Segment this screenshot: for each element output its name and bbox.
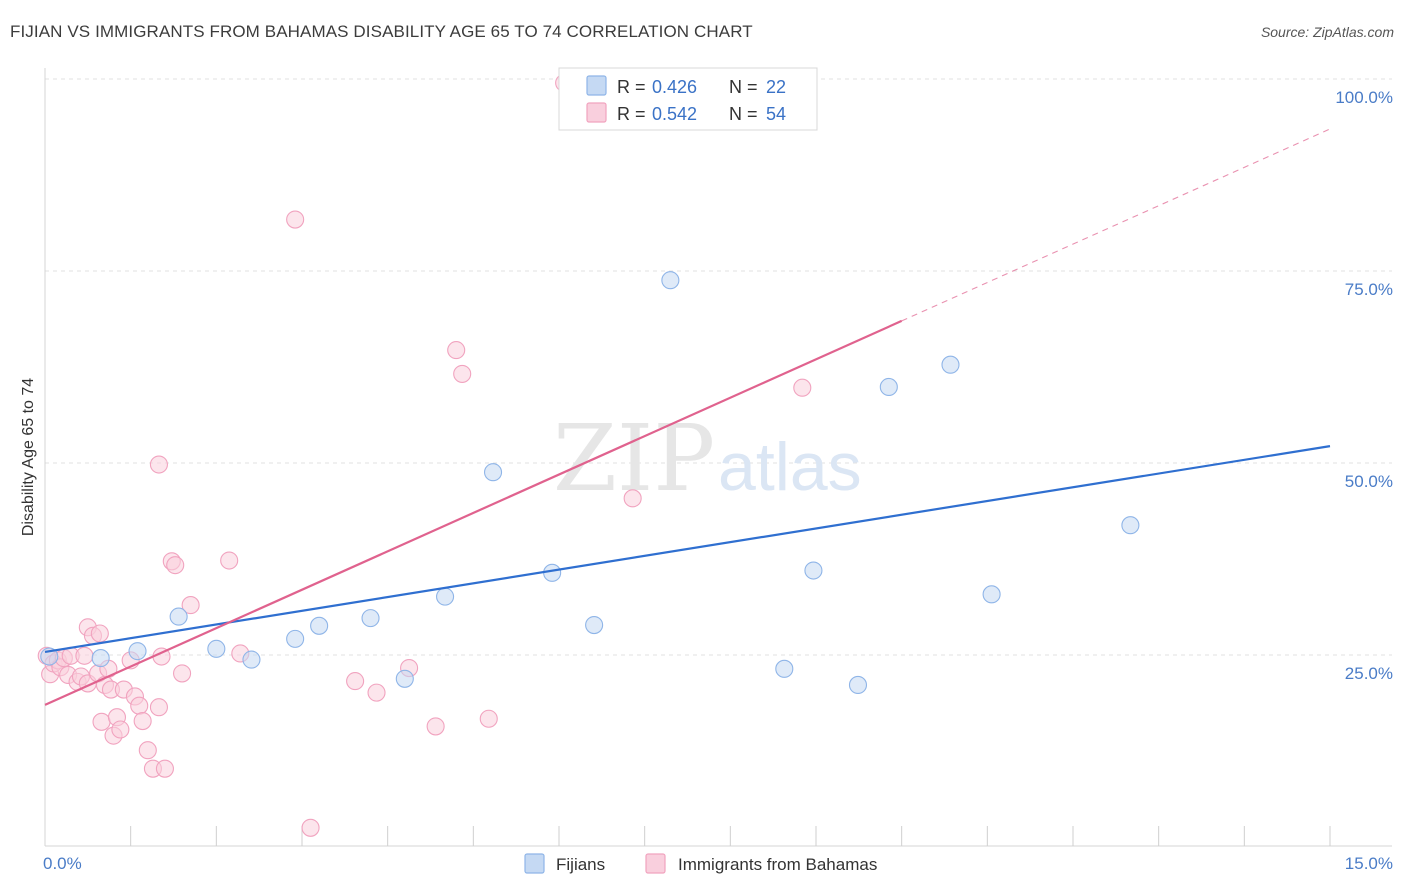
- point-bahamas: [367, 683, 386, 702]
- point-bahamas: [220, 551, 239, 570]
- point-fijians: [661, 271, 680, 290]
- legend-swatch-fijians: [586, 75, 607, 96]
- point-bahamas: [166, 556, 185, 575]
- point-fijians: [941, 355, 960, 374]
- point-bahamas: [346, 672, 365, 691]
- point-bahamas: [133, 711, 152, 731]
- point-bahamas: [92, 712, 111, 731]
- point-bahamas: [111, 720, 130, 739]
- watermark-atlas: atlas: [718, 429, 862, 505]
- point-bahamas: [181, 596, 200, 615]
- x-tick-labels: 0.0% 15.0%: [43, 854, 1393, 873]
- stats-legend: R = 0.426 N = 22 R = 0.542 N = 54: [558, 67, 818, 131]
- watermark: ZIP atlas: [553, 405, 862, 512]
- point-bahamas: [447, 341, 466, 360]
- point-bahamas: [130, 696, 149, 715]
- series-legend: Fijians Immigrants from Bahamas: [524, 853, 877, 874]
- legend-r-value-fijians: 0.426: [652, 77, 697, 97]
- point-fijians: [242, 650, 261, 669]
- point-bahamas: [453, 364, 472, 383]
- point-fijians: [585, 615, 604, 635]
- axes: [44, 68, 1392, 847]
- point-fijians: [169, 607, 188, 626]
- data-points: [37, 73, 1140, 837]
- point-fijians: [804, 561, 823, 580]
- point-bahamas: [426, 717, 445, 736]
- trend-line-bahamas: [44, 319, 903, 706]
- x-tick-label-max: 15.0%: [1345, 854, 1393, 873]
- grid-lines: [45, 78, 1392, 656]
- point-fijians: [543, 563, 562, 582]
- point-bahamas: [301, 818, 320, 837]
- point-bahamas: [90, 624, 109, 643]
- point-fijians: [310, 616, 329, 635]
- x-tick-label-min: 0.0%: [43, 854, 82, 873]
- trend-line-bahamas-extension: [901, 128, 1331, 322]
- series-legend-label-bahamas: Immigrants from Bahamas: [678, 855, 877, 874]
- point-fijians: [40, 647, 59, 666]
- point-fijians: [879, 377, 898, 397]
- point-bahamas: [75, 646, 94, 665]
- point-fijians: [848, 675, 868, 695]
- x-ticks: [130, 826, 1331, 846]
- legend-r-value-bahamas: 0.542: [652, 104, 697, 124]
- point-bahamas: [155, 759, 174, 778]
- legend-swatch-bahamas: [586, 102, 607, 123]
- y-tick-label: 100.0%: [1335, 88, 1393, 107]
- y-tick-label: 25.0%: [1345, 664, 1393, 683]
- point-fijians: [361, 609, 380, 628]
- point-fijians: [128, 642, 147, 661]
- point-bahamas: [623, 489, 642, 508]
- series-legend-label-fijians: Fijians: [556, 855, 605, 874]
- point-bahamas: [138, 741, 157, 760]
- point-bahamas: [479, 709, 498, 728]
- series-legend-swatch-bahamas: [645, 853, 666, 874]
- point-bahamas: [793, 378, 812, 397]
- series-legend-swatch-fijians: [524, 853, 545, 874]
- point-fijians: [91, 649, 110, 668]
- legend-n-value-bahamas: 54: [766, 104, 786, 124]
- point-fijians: [286, 629, 305, 648]
- y-tick-label: 50.0%: [1345, 472, 1393, 491]
- point-fijians: [483, 463, 503, 482]
- y-tick-labels: 25.0% 50.0% 75.0% 100.0%: [1335, 88, 1393, 683]
- point-fijians: [207, 639, 226, 658]
- point-fijians: [395, 669, 414, 688]
- point-bahamas: [173, 664, 192, 683]
- point-bahamas: [149, 698, 168, 717]
- legend-r-label-fijians: R =: [617, 77, 646, 97]
- chart-title: FIJIAN VS IMMIGRANTS FROM BAHAMAS DISABI…: [10, 22, 753, 41]
- point-fijians: [982, 585, 1001, 604]
- y-tick-label: 75.0%: [1345, 280, 1393, 299]
- legend-n-label-bahamas: N =: [729, 104, 758, 124]
- legend-n-value-fijians: 22: [766, 77, 786, 97]
- trend-line-fijians: [44, 445, 1331, 654]
- legend-r-label-bahamas: R =: [617, 104, 646, 124]
- point-fijians: [1121, 516, 1140, 535]
- point-fijians: [436, 587, 455, 606]
- point-fijians: [775, 659, 794, 678]
- point-bahamas: [149, 455, 168, 474]
- legend-n-label-fijians: N =: [729, 77, 758, 97]
- source-label: Source: ZipAtlas.com: [1260, 24, 1394, 40]
- y-axis-label: Disability Age 65 to 74: [20, 378, 37, 536]
- point-bahamas: [286, 210, 305, 229]
- trend-lines: [44, 128, 1331, 706]
